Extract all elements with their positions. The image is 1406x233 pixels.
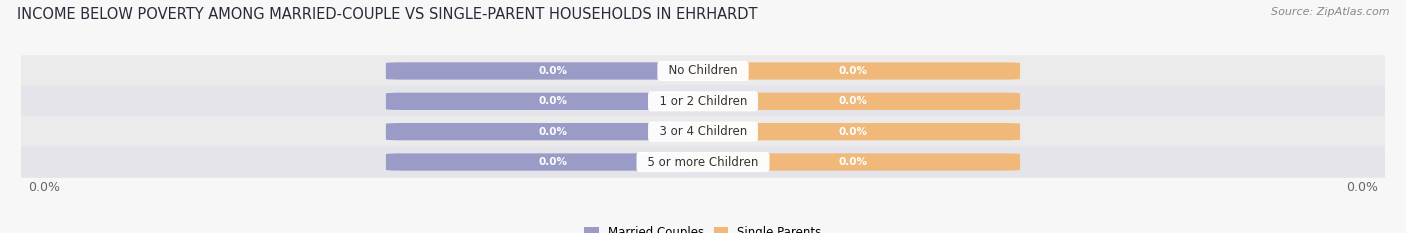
Text: No Children: No Children <box>661 65 745 78</box>
Text: 0.0%: 0.0% <box>838 96 868 106</box>
FancyBboxPatch shape <box>7 86 1399 117</box>
Text: Source: ZipAtlas.com: Source: ZipAtlas.com <box>1271 7 1389 17</box>
Text: 3 or 4 Children: 3 or 4 Children <box>651 125 755 138</box>
Text: INCOME BELOW POVERTY AMONG MARRIED-COUPLE VS SINGLE-PARENT HOUSEHOLDS IN EHRHARD: INCOME BELOW POVERTY AMONG MARRIED-COUPL… <box>17 7 758 22</box>
Text: 1 or 2 Children: 1 or 2 Children <box>651 95 755 108</box>
Text: 0.0%: 0.0% <box>1346 181 1378 194</box>
FancyBboxPatch shape <box>385 93 720 110</box>
Text: 0.0%: 0.0% <box>538 127 568 137</box>
FancyBboxPatch shape <box>686 62 1021 80</box>
FancyBboxPatch shape <box>7 116 1399 147</box>
FancyBboxPatch shape <box>7 55 1399 87</box>
Text: 0.0%: 0.0% <box>538 66 568 76</box>
Text: 0.0%: 0.0% <box>538 96 568 106</box>
FancyBboxPatch shape <box>7 146 1399 178</box>
Text: 0.0%: 0.0% <box>838 66 868 76</box>
FancyBboxPatch shape <box>385 62 720 80</box>
FancyBboxPatch shape <box>686 123 1021 140</box>
Text: 0.0%: 0.0% <box>538 157 568 167</box>
FancyBboxPatch shape <box>385 123 720 140</box>
Text: 0.0%: 0.0% <box>838 127 868 137</box>
FancyBboxPatch shape <box>686 93 1021 110</box>
FancyBboxPatch shape <box>385 153 720 171</box>
FancyBboxPatch shape <box>686 153 1021 171</box>
Text: 0.0%: 0.0% <box>838 157 868 167</box>
Text: 5 or more Children: 5 or more Children <box>640 155 766 168</box>
Text: 0.0%: 0.0% <box>28 181 60 194</box>
Legend: Married Couples, Single Parents: Married Couples, Single Parents <box>579 221 827 233</box>
